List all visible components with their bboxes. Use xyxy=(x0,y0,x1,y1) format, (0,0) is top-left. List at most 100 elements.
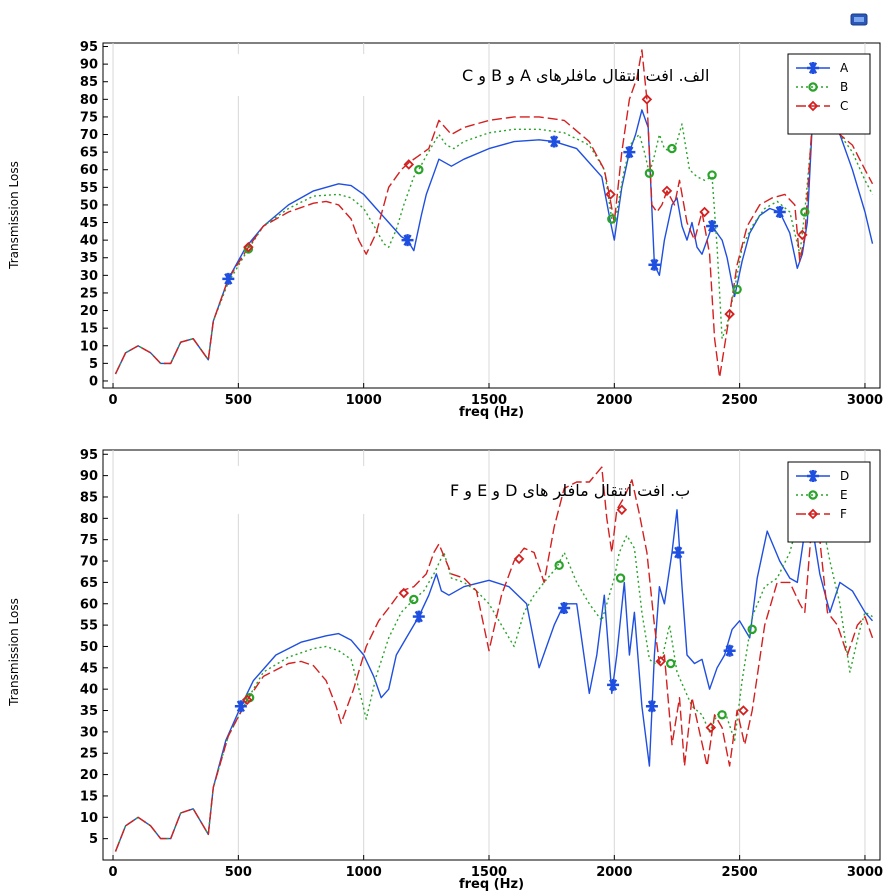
x-tick-label: 3000 xyxy=(847,865,883,880)
grid xyxy=(112,450,866,860)
legend-marker-E xyxy=(808,490,818,500)
series-line-D xyxy=(114,509,874,852)
y-tick-label: 25 xyxy=(80,747,98,762)
series-point-E xyxy=(747,624,757,635)
legend-label: B xyxy=(840,80,848,94)
series-point-A xyxy=(623,146,636,159)
series-point-E xyxy=(666,658,676,669)
series-point-B xyxy=(667,143,677,154)
series-point-D xyxy=(723,644,736,657)
x-tick-label: 1500 xyxy=(471,865,507,880)
y-tick-label: 5 xyxy=(89,832,98,847)
series-point-D xyxy=(672,546,685,559)
series-point-E xyxy=(409,594,419,605)
y-tick-label: 5 xyxy=(89,357,98,372)
x-tick-label: 2500 xyxy=(722,393,758,408)
legend-label: A xyxy=(840,61,849,75)
series-point-C xyxy=(641,94,653,105)
legend-item-F: F xyxy=(796,507,847,521)
series-point-B xyxy=(707,170,717,180)
series-line-A xyxy=(114,98,874,375)
y-tick-label: 20 xyxy=(80,304,98,319)
y-tick-label: 60 xyxy=(80,163,98,178)
y-tick-label: 70 xyxy=(80,555,98,570)
x-tick-label: 1000 xyxy=(346,393,382,408)
chart-panel-a: 0 5 10 15 20 25 30 35 40 45 50 55 60 65 70 75 80 85 90 95 0 5… xyxy=(7,40,883,420)
y-tick-label: 30 xyxy=(80,269,98,284)
legend-marker-C xyxy=(807,100,819,112)
y-tick-label: 45 xyxy=(80,216,98,231)
y-axis-label: Transmission Loss xyxy=(7,161,21,270)
y-axis-label: Transmission Loss xyxy=(7,598,21,707)
y-tick-label: 75 xyxy=(80,533,98,548)
series-point-A xyxy=(648,258,661,271)
series-point-D xyxy=(412,610,425,623)
series-point-D xyxy=(234,700,247,713)
legend-item-A: A xyxy=(796,61,849,75)
y-tick-label: 50 xyxy=(80,198,98,213)
series-point-C xyxy=(797,229,808,241)
legend: DEF xyxy=(787,461,871,543)
series-layer xyxy=(114,49,874,379)
y-tick-label: 75 xyxy=(80,110,98,125)
plot-area xyxy=(102,449,881,861)
series-point-C xyxy=(243,241,254,253)
y-tick-label: 95 xyxy=(80,448,98,463)
y-tick-label: 15 xyxy=(80,322,98,337)
chart-title: الف. افت انتقال مافلرهای A و B و C xyxy=(462,66,709,86)
series-point-E xyxy=(615,573,626,583)
series-point-F xyxy=(616,504,628,516)
series-point-B xyxy=(607,214,617,224)
series-point-F xyxy=(398,587,410,599)
x-tick-label: 2000 xyxy=(596,393,632,408)
series-point-B xyxy=(414,165,424,175)
y-tick-label: 0 xyxy=(89,374,98,389)
x-axis-label: freq (Hz) xyxy=(459,877,524,892)
y-tick-label: 90 xyxy=(80,58,98,73)
series-point-F xyxy=(705,722,717,733)
legend-item-D: D xyxy=(796,469,849,483)
series-point-D xyxy=(558,602,571,615)
toolbar-icon[interactable] xyxy=(850,13,868,26)
series-point-C xyxy=(605,189,616,200)
series-point-D xyxy=(607,678,620,691)
y-tick-label: 25 xyxy=(80,286,98,301)
y-tick-label: 90 xyxy=(80,469,98,484)
y-tick-label: 10 xyxy=(80,339,98,354)
chart-title: ب. افت انتقال مافلر های D و E و F xyxy=(450,481,690,501)
legend-label: F xyxy=(840,507,847,521)
x-tick-label: 0 xyxy=(109,393,118,408)
y-tick-label: 95 xyxy=(80,40,98,55)
legend-item-B: B xyxy=(796,80,848,94)
x-axis-label: freq (Hz) xyxy=(459,405,524,420)
series-point-B xyxy=(732,284,742,295)
y-tick-label: 20 xyxy=(80,768,98,783)
y-tick-label: 30 xyxy=(80,725,98,740)
series-line-C xyxy=(114,49,874,379)
series-point-C xyxy=(699,206,710,218)
y-tick-label: 50 xyxy=(80,640,98,655)
series-point-C xyxy=(661,185,673,197)
series-point-F xyxy=(241,694,253,706)
series-point-E xyxy=(717,710,727,720)
y-tick-label: 65 xyxy=(80,146,98,161)
series-point-C xyxy=(403,159,415,170)
legend-label: E xyxy=(840,488,848,502)
legend-label: D xyxy=(840,469,849,483)
y-tick-label: 40 xyxy=(80,234,98,249)
series-line-F xyxy=(114,466,874,852)
y-tick-label: 85 xyxy=(80,490,98,505)
series-point-A xyxy=(222,272,235,285)
legend-label: C xyxy=(840,99,848,113)
series-point-A xyxy=(773,205,786,218)
y-tick-label: 45 xyxy=(80,661,98,676)
series-point-A xyxy=(706,220,719,233)
series-point-E xyxy=(554,560,564,571)
legend-marker-D xyxy=(807,470,819,482)
legend-marker-A xyxy=(807,62,819,74)
y-tick-label: 80 xyxy=(80,93,98,108)
x-tick-label: 2500 xyxy=(722,865,758,880)
legend-item-C: C xyxy=(796,99,848,113)
legend: ABC xyxy=(787,53,871,135)
